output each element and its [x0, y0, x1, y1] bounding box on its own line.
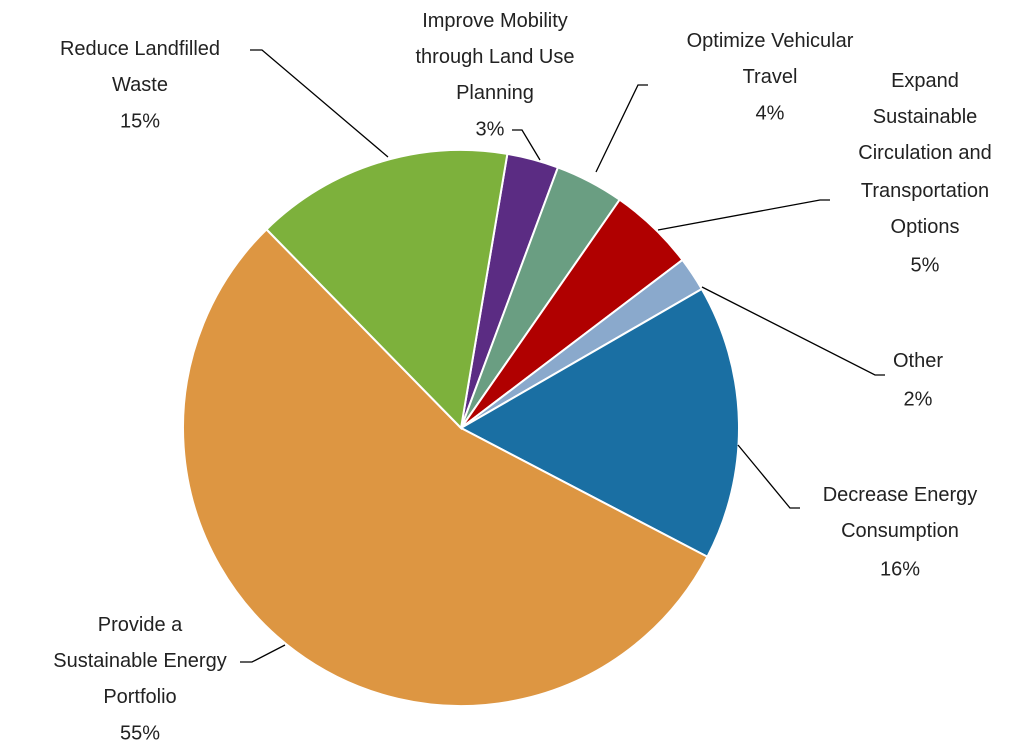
slice-label: Other: [893, 350, 943, 372]
value-label: 2%: [904, 388, 933, 410]
slice-label: Expand Sustainable Circulation and Transpor…: [858, 70, 991, 238]
value-label: 4%: [756, 102, 785, 124]
value-label: 5%: [911, 254, 940, 276]
leader-line: [595, 84, 648, 173]
pie-slice: [182, 227, 709, 707]
value-label: 3%: [476, 118, 505, 140]
pie-slice: [265, 149, 509, 431]
slice-label: Decrease Energy Consumption: [823, 484, 978, 542]
leader-line: [512, 129, 541, 161]
slice-label: Optimize Vehicular Travel: [687, 30, 854, 88]
value-label: 55%: [120, 722, 160, 744]
leader-line: [737, 444, 800, 509]
slice-label: Improve Mobility through Land Use Planning: [415, 10, 574, 104]
slice-label: Reduce Landfilled Waste: [60, 38, 220, 96]
value-label: 15%: [120, 110, 160, 132]
leader-line: [240, 644, 286, 663]
pie-slice: [458, 287, 740, 559]
leader-line: [250, 49, 389, 158]
leader-line: [701, 286, 885, 376]
leader-line: [657, 199, 830, 231]
value-label: 16%: [880, 558, 920, 580]
slice-label: Provide a Sustainable Energy Portfolio: [53, 614, 226, 708]
